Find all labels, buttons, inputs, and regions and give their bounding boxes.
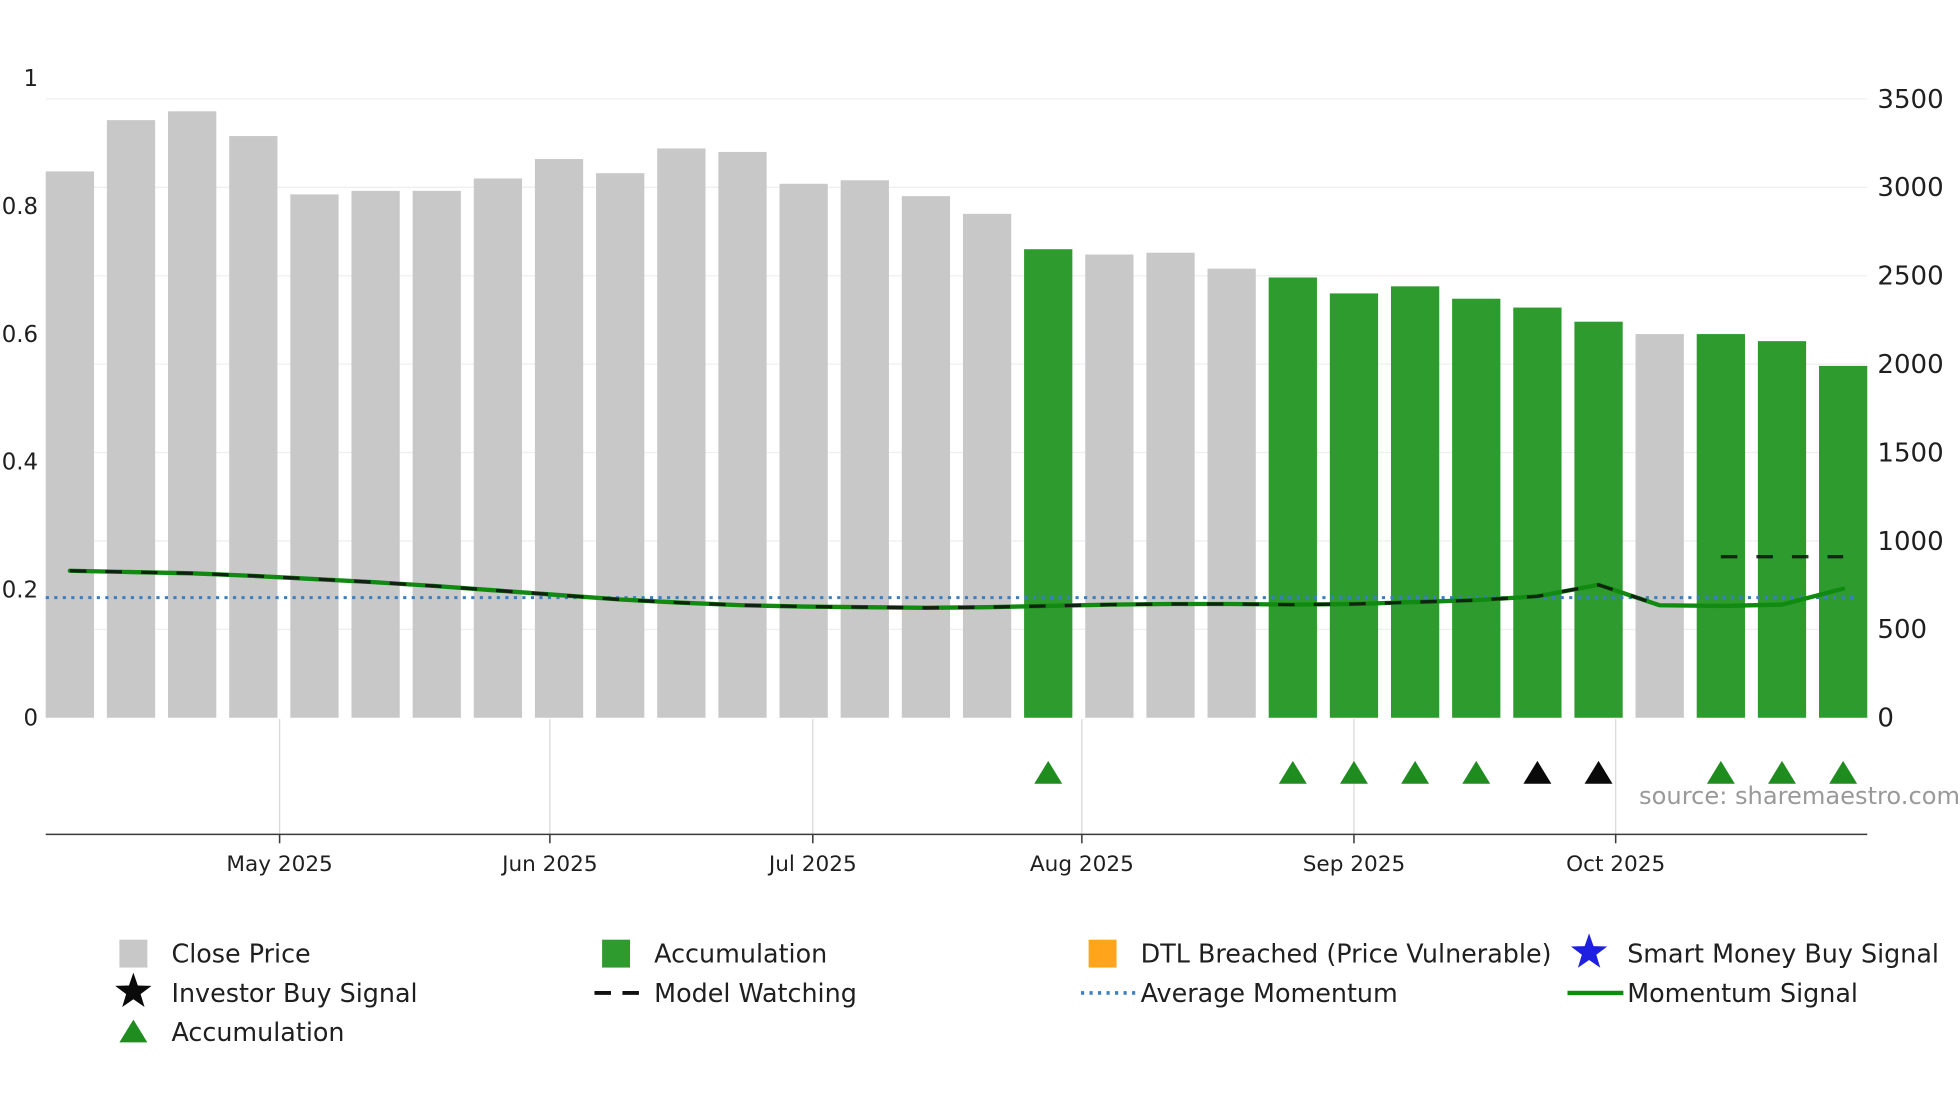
accumulation-bar	[1574, 321, 1623, 718]
right-axis-tick-label: 3000	[1877, 173, 1943, 203]
legend-label: Model Watching	[654, 978, 857, 1008]
accumulation-bar	[1513, 307, 1562, 718]
legend-swatch-square	[1088, 939, 1117, 968]
accumulation-marker	[1706, 760, 1735, 784]
right-axis-tick-label: 2500	[1877, 262, 1943, 292]
close-price-bar	[718, 151, 767, 718]
legend-item: Smart Money Buy Signal	[1570, 933, 1939, 969]
close-price-bar	[168, 111, 217, 718]
left-axis-tick-label: 0.4	[2, 450, 38, 476]
legend-label: Accumulation	[171, 1017, 344, 1047]
legend-label: Investor Buy Signal	[171, 978, 417, 1008]
x-axis-tick-label: Aug 2025	[1030, 852, 1134, 877]
legend-item: Average Momentum	[1080, 978, 1398, 1008]
accumulation-bar	[1819, 365, 1868, 718]
accumulation-bar	[1452, 298, 1501, 718]
model-watching-line	[69, 555, 1844, 610]
legend-item: Investor Buy Signal	[115, 972, 418, 1008]
right-axis-tick-label: 1000	[1877, 527, 1943, 557]
close-price-bar	[657, 148, 706, 718]
legend-item: Accumulation	[119, 1017, 345, 1047]
accumulation-marker	[1401, 760, 1430, 784]
accumulation-bar	[1024, 249, 1073, 718]
close-price-bar	[229, 136, 278, 718]
close-price-bar	[1085, 254, 1134, 718]
legend-item: Momentum Signal	[1567, 978, 1858, 1008]
close-price-bar	[840, 180, 889, 718]
left-axis-tick-label: 0.8	[2, 194, 38, 220]
close-price-bar	[534, 159, 584, 718]
legend-label: DTL Breached (Price Vulnerable)	[1141, 939, 1552, 969]
investor-buy-marker	[1584, 760, 1613, 784]
x-axis-tick-label: Oct 2025	[1566, 852, 1665, 877]
legend-label: Close Price	[171, 939, 310, 969]
close-price-bar	[45, 171, 94, 718]
x-axis-tick-label: Jul 2025	[767, 852, 857, 877]
legend-label: Momentum Signal	[1627, 978, 1858, 1008]
close-price-bar	[1146, 252, 1195, 718]
legend-swatch-square	[119, 939, 148, 968]
left-axis-tick-label: 0.2	[2, 578, 38, 604]
close-price-bar	[290, 194, 339, 718]
close-price-bar	[1635, 334, 1684, 718]
left-axis-tick-label: 0	[24, 705, 39, 731]
accumulation-marker	[1768, 760, 1796, 784]
right-axis-tick-label: 1500	[1877, 438, 1943, 468]
accumulation-bar	[1757, 341, 1807, 718]
accumulation-bar	[1696, 334, 1745, 718]
right-axis-tick-label: 2000	[1877, 350, 1943, 380]
left-axis-tick-label: 0.6	[2, 322, 38, 348]
accumulation-marker	[1278, 760, 1307, 784]
left-axis-tick-label: 1	[24, 66, 39, 92]
x-axis-tick-label: Sep 2025	[1303, 852, 1405, 877]
legend-label: Accumulation	[654, 939, 827, 969]
close-price-bar	[901, 196, 951, 718]
legend-label: Average Momentum	[1141, 978, 1398, 1008]
investor-buy-marker	[1523, 760, 1552, 784]
x-axis-tick-label: Jun 2025	[500, 852, 598, 877]
right-axis-tick-label: 3500	[1877, 85, 1943, 115]
legend-swatch-triangle-icon	[119, 1019, 148, 1043]
close-price-bar	[412, 190, 461, 718]
x-axis-tick-label: May 2025	[226, 852, 332, 877]
legend-item: Model Watching	[594, 978, 857, 1008]
accumulation-bar	[1390, 286, 1440, 718]
legend-item: Accumulation	[602, 939, 827, 969]
legend-item: Close Price	[119, 939, 311, 969]
right-axis-tick-label: 500	[1877, 615, 1927, 645]
source-credit: source: sharemaestro.com	[1639, 782, 1960, 810]
accumulation-marker	[1462, 760, 1491, 784]
close-price-bar	[1207, 268, 1256, 718]
legend-label: Smart Money Buy Signal	[1627, 939, 1939, 969]
accumulation-marker	[1034, 760, 1063, 784]
accumulation-bar	[1268, 277, 1317, 718]
close-price-bar	[106, 120, 156, 718]
legend-swatch-star-icon	[115, 972, 152, 1008]
legend-swatch-star-icon	[1570, 933, 1608, 968]
close-price-bar	[596, 173, 645, 718]
accumulation-bar	[1329, 293, 1379, 718]
accumulation-marker	[1829, 760, 1858, 784]
close-price-bar	[473, 178, 523, 718]
right-axis-tick-label: 0	[1877, 704, 1894, 734]
close-price-bar	[351, 190, 400, 718]
close-price-bar	[962, 213, 1012, 718]
legend-item: DTL Breached (Price Vulnerable)	[1088, 939, 1552, 969]
accumulation-marker	[1339, 760, 1368, 784]
legend-swatch-square	[602, 939, 631, 968]
close-price-bar	[779, 183, 828, 718]
